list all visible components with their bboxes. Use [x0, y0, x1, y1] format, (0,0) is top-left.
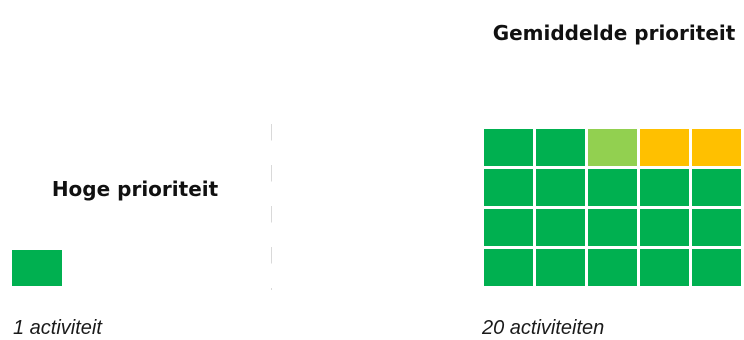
activity-cell	[536, 209, 585, 246]
activity-cell	[588, 249, 637, 286]
activity-cell	[484, 249, 533, 286]
dotted-divider	[271, 124, 272, 290]
activity-cell	[536, 129, 585, 166]
activity-cell	[484, 129, 533, 166]
activity-cell	[588, 169, 637, 206]
activity-cell	[12, 250, 62, 286]
activity-cell	[640, 169, 689, 206]
activity-cell	[588, 129, 637, 166]
activity-cell	[640, 249, 689, 286]
activity-cell	[640, 209, 689, 246]
group-title-high-priority: Hoge prioriteit	[51, 177, 219, 201]
activity-count-high-priority: 1 activiteit	[13, 317, 102, 339]
activity-cell	[692, 129, 741, 166]
group-title-medium-priority: Gemiddelde prioriteit	[492, 21, 736, 45]
activity-cell	[484, 169, 533, 206]
activity-cell	[588, 209, 637, 246]
activity-cell	[692, 209, 741, 246]
activity-grid-medium-priority	[484, 129, 741, 286]
activity-cell	[692, 169, 741, 206]
activity-cell	[640, 129, 689, 166]
activity-cell	[692, 249, 741, 286]
activity-grid-high-priority	[12, 250, 62, 286]
activity-cell	[536, 169, 585, 206]
activity-cell	[484, 209, 533, 246]
activity-count-medium-priority: 20 activiteiten	[482, 317, 605, 339]
activity-cell	[536, 249, 585, 286]
